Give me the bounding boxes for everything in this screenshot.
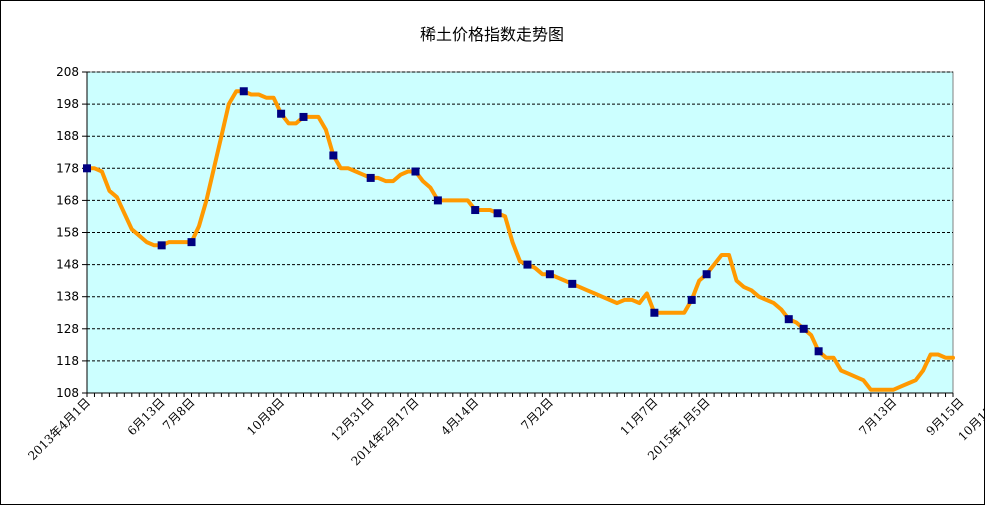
data-point-marker xyxy=(329,151,338,160)
y-tick-label: 178 xyxy=(56,161,79,175)
data-point-marker xyxy=(493,209,502,218)
series-line xyxy=(85,89,955,392)
data-point-marker xyxy=(650,308,659,317)
data-point-marker xyxy=(411,167,420,176)
y-tick-label: 148 xyxy=(56,258,79,272)
chart-title: 稀土价格指数走势图 xyxy=(420,25,564,44)
y-tick-label: 128 xyxy=(56,322,79,336)
grid-lines xyxy=(87,71,953,362)
y-tick-label: 118 xyxy=(56,354,79,368)
data-point-marker xyxy=(523,260,532,269)
y-tick-label: 168 xyxy=(56,193,79,207)
data-point-marker xyxy=(299,112,308,121)
data-point-marker xyxy=(799,324,808,333)
data-point-marker xyxy=(83,164,91,173)
data-point-marker xyxy=(568,279,577,288)
data-point-marker xyxy=(187,238,196,247)
y-tick-label: 188 xyxy=(56,129,79,143)
y-tick-label: 108 xyxy=(56,386,79,400)
x-tick-label: 7月8日 xyxy=(160,395,198,433)
x-tick-label: 7月13日 xyxy=(856,395,899,438)
y-axis: 108 118 128 138 148 158 168 178 188 198 208 xyxy=(56,65,88,400)
chart-annotation: . xyxy=(457,411,461,425)
x-tick-label: 7月2日 xyxy=(518,395,556,433)
x-tick-label: 6月13日 xyxy=(125,395,168,438)
y-tick-label: 138 xyxy=(56,290,79,304)
data-point-marker xyxy=(366,173,375,182)
data-point-marker xyxy=(239,87,248,96)
data-point-marker xyxy=(471,206,480,215)
data-point-marker xyxy=(687,295,696,304)
data-point-marker xyxy=(545,270,554,279)
data-point-marker xyxy=(157,241,166,250)
data-point-marker xyxy=(814,347,823,356)
y-tick-label: 198 xyxy=(56,97,79,111)
data-point-marker xyxy=(277,109,286,118)
data-point-marker xyxy=(433,196,442,205)
marker-layer xyxy=(83,87,823,356)
data-point-marker xyxy=(784,315,793,324)
x-tick-label: 11月7日 xyxy=(617,395,660,438)
y-tick-label: 208 xyxy=(56,65,79,79)
series-layer xyxy=(85,89,955,392)
data-point-marker xyxy=(702,270,711,279)
x-tick-label: 2013年4月1日 xyxy=(25,395,93,463)
x-tick-label: 10月8日 xyxy=(244,395,287,438)
y-tick-label: 158 xyxy=(56,226,79,240)
